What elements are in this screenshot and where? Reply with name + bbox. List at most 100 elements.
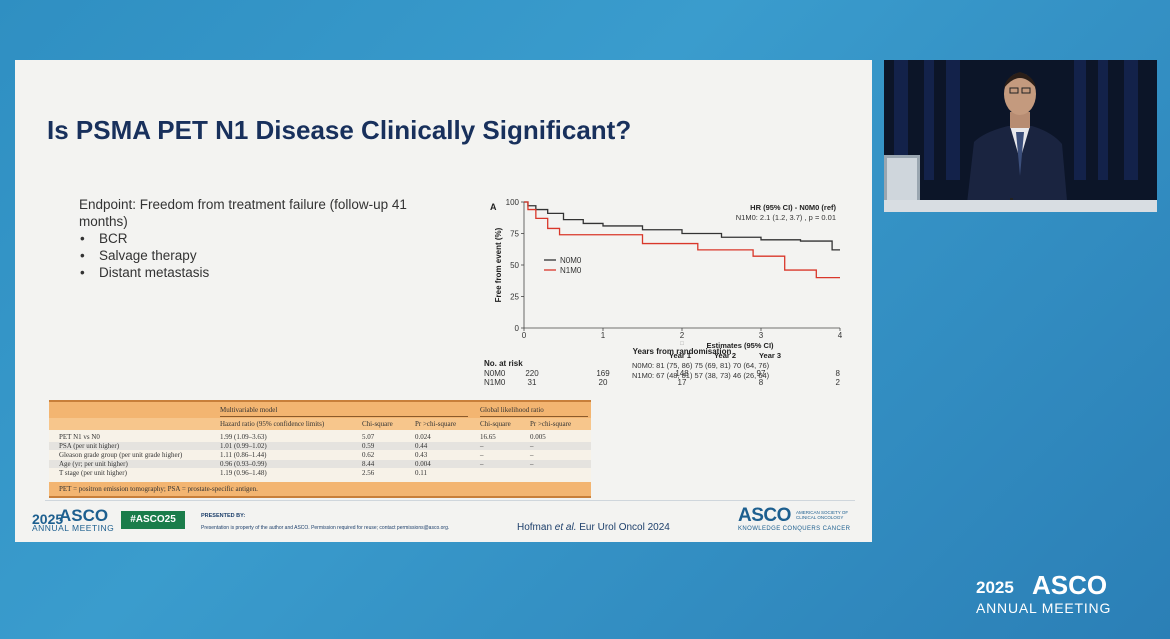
endpoint-block: Endpoint: Freedom from treatment failure… [79,196,429,281]
column-header: Pr >chi-square [415,420,457,428]
asco-tagline: KNOWLEDGE CONQUERS CANCER [738,526,851,532]
row-label: Gleason grade group (per unit grade high… [59,451,183,459]
speaker-illustration [884,60,1157,212]
estimates-year-header: Year 2 [714,351,736,360]
hashtag-badge: #ASCO25 [121,511,185,529]
column-header: Chi-square [480,420,511,428]
table-footnote-bar: PET = positron emission tomography; PSA … [49,482,591,496]
y-tick-label: 100 [506,198,520,207]
table-group-header: Multivariable model Global likelihood ra… [49,402,591,418]
row-label: PET N1 vs N0 [59,433,100,441]
global-p-value: – [530,460,534,468]
endpoint-bullet: BCR [80,230,429,247]
footer-divider [45,500,855,501]
brand-annual-meeting: ANNUAL MEETING [976,600,1112,616]
endpoint-bullet: Distant metastasis [80,264,429,281]
x-tick-label: 1 [601,331,606,340]
at-risk-value: 8 [759,378,764,387]
brand-asco-wordmark: ASCO [1032,570,1108,600]
y-axis-title: Free from event (%) [494,227,503,302]
series-line-n1m0 [524,201,840,279]
permission-note: Presentation is property of the author a… [201,525,450,531]
at-risk-title: No. at risk [484,359,523,368]
global-p-value: 0.005 [530,433,546,441]
citation-journal: Eur Urol Oncol 2024 [579,522,670,533]
asco-logo: ASCO [738,505,791,526]
row-label: T stage (per unit higher) [59,469,127,477]
at-risk-value: 220 [525,369,539,378]
estimates-title: Estimates (95% CI) [706,341,774,350]
y-tick-label: 0 [515,324,520,333]
hazard-ratio: 1.11 (0.86–1.44) [220,451,267,459]
footer-annual-meeting: ANNUAL MEETING [32,523,115,533]
global-chi-square: – [480,451,484,459]
hr-title: HR (95% CI) - N0M0 (ref) [750,203,836,212]
center-marker: □ [680,341,684,347]
global-chi-square: – [480,442,484,450]
at-risk-value: 8 [836,369,841,378]
table-row: PET N1 vs N0 1.99 (1.09–3.63) 5.07 0.024… [49,433,591,441]
x-tick-label: 2 [680,331,685,340]
group-label-global: Global likelihood ratio [480,406,544,414]
y-tick-label: 75 [510,230,519,239]
citation: Hofman et al. Eur Urol Oncol 2024 [517,522,670,533]
at-risk-value: 2 [836,378,841,387]
presented-by-label: PRESENTED BY: [201,513,246,519]
endpoint-bullet: Salvage therapy [80,247,429,264]
x-axis-title: Years from randomisation [633,347,732,356]
row-label: PSA (per unit higher) [59,442,120,450]
chi-square: 8.44 [362,460,375,468]
y-tick-label: 50 [510,261,519,270]
x-tick-label: 3 [759,331,764,340]
hazard-ratio: 1.01 (0.99–1.02) [220,442,267,450]
at-risk-value: 169 [596,369,610,378]
estimates-year-header: Year 1 [669,351,691,360]
estimates-row: N1M0: 67 (48, 81) 57 (38, 73) 46 (26, 64… [632,371,770,380]
column-header: Chi-square [362,420,393,428]
at-risk-row-label: N1M0 [484,378,506,387]
slide-title: Is PSMA PET N1 Disease Clinically Signif… [47,115,632,145]
estimates-year-header: Year 3 [759,351,781,360]
chi-square: 2.56 [362,469,375,477]
column-header: Pr >chi-square [530,420,572,428]
global-chi-square: – [480,460,484,468]
hazard-ratio: 0.96 (0.93–0.99) [220,460,267,468]
speaker-video [884,60,1157,212]
y-tick-label: 25 [510,293,519,302]
x-tick-label: 4 [838,331,843,340]
global-p-value: – [530,442,534,450]
table-row: Age (yr; per unit higher) 0.96 (0.93–0.9… [49,460,591,468]
row-label: Age (yr; per unit higher) [59,460,128,468]
table-row: Gleason grade group (per unit grade high… [49,451,591,459]
presentation-slide: Is PSMA PET N1 Disease Clinically Signif… [15,60,872,542]
global-p-value: – [530,451,534,459]
legend-label-n0m0: N0M0 [560,256,582,265]
footer-asco-wordmark: ASCO [59,506,109,525]
endpoint-list: BCR Salvage therapy Distant metastasis [79,230,429,281]
global-chi-square: 16.65 [480,433,496,441]
table-footnote: PET = positron emission tomography; PSA … [59,485,258,493]
brand-year: 2025 [976,578,1014,597]
panel-label: A [490,202,497,212]
hr-value: N1M0: 2.1 (1.2, 3.7) , p = 0.01 [736,213,836,222]
p-value: 0.44 [415,442,428,450]
p-value: 0.024 [415,433,431,441]
multivariable-table: Multivariable model Global likelihood ra… [49,400,591,498]
at-risk-row-label: N0M0 [484,369,506,378]
x-tick-label: 0 [522,331,527,340]
at-risk-value: 20 [599,378,608,387]
citation-author: Hofman [517,522,553,533]
group-label-multivariable: Multivariable model [220,406,278,414]
p-value: 0.11 [415,469,427,477]
table-column-header: Hazard ratio (95% confidence limits) Chi… [49,418,591,430]
chi-square: 5.07 [362,433,375,441]
citation-etal: et al. [554,522,577,533]
endpoint-text: Endpoint: Freedom from treatment failure… [79,197,407,229]
at-risk-value: 148 [675,369,689,378]
hazard-ratio: 1.19 (0.96–1.48) [220,469,267,477]
table-row: T stage (per unit higher) 1.19 (0.96–1.4… [49,469,591,477]
chi-square: 0.62 [362,451,375,459]
p-value: 0.43 [415,451,428,459]
